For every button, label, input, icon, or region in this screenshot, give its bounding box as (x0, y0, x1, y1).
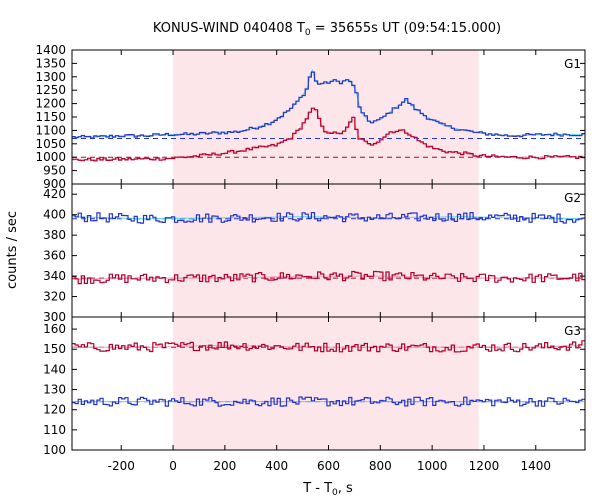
y-tick-label: 120 (43, 403, 66, 417)
x-tick-label: 600 (317, 459, 340, 473)
y-tick-label: 340 (43, 269, 66, 283)
axis-ticks: 9009501000105011001150120012501300135014… (35, 43, 585, 473)
series-model-curve (72, 344, 584, 348)
y-tick-label: 1300 (35, 70, 66, 84)
y-tick-label: 300 (43, 310, 66, 324)
shaded-interval (173, 50, 479, 450)
x-tick-label: -200 (108, 459, 135, 473)
y-tick-label: 900 (43, 177, 66, 191)
y-tick-label: 1150 (35, 110, 66, 124)
series-histogram (72, 340, 585, 353)
y-tick-label: 150 (43, 342, 66, 356)
panel-label: G3 (564, 324, 581, 338)
series-layer (71, 68, 585, 407)
panel-label: G2 (564, 191, 581, 205)
x-tick-label: 800 (369, 459, 392, 473)
y-tick-label: 110 (43, 423, 66, 437)
x-axis-label: T - T0, s (302, 481, 353, 498)
shaded-interval-rect (173, 50, 479, 450)
series-histogram (72, 212, 585, 224)
y-tick-label: 950 (43, 164, 66, 178)
y-tick-label: 1000 (35, 150, 66, 164)
x-tick-label: 0 (169, 459, 177, 473)
series-histogram (72, 270, 585, 285)
x-tick-label: 400 (265, 459, 288, 473)
y-tick-label: 140 (43, 362, 66, 376)
y-tick-label: 1250 (35, 83, 66, 97)
y-tick-label: 320 (43, 290, 66, 304)
y-tick-label: 130 (43, 383, 66, 397)
chart-title: KONUS-WIND 040408 T0 = 35655s UT (09:54:… (153, 21, 501, 38)
series-histogram (72, 71, 585, 139)
series-histogram (72, 396, 585, 407)
x-tick-label: 1200 (469, 459, 500, 473)
y-tick-label: 1350 (35, 56, 66, 70)
y-tick-label: 1050 (35, 137, 66, 151)
y-axis-label: counts / sec (5, 211, 20, 289)
y-tick-label: 160 (43, 322, 66, 336)
y-tick-label: 360 (43, 249, 66, 263)
x-tick-label: 1000 (417, 459, 448, 473)
y-tick-label: 420 (43, 187, 66, 201)
y-tick-label: 380 (43, 228, 66, 242)
y-tick-label: 1200 (35, 97, 66, 111)
y-tick-label: 1400 (35, 43, 66, 57)
y-tick-label: 1100 (35, 123, 66, 137)
y-tick-label: 100 (43, 443, 66, 457)
series-model-curve (72, 275, 585, 280)
x-tick-label: 1400 (520, 459, 551, 473)
y-tick-label: 400 (43, 208, 66, 222)
x-tick-label: 200 (213, 459, 236, 473)
series-histogram (72, 107, 585, 162)
panel-label: G1 (564, 57, 581, 71)
